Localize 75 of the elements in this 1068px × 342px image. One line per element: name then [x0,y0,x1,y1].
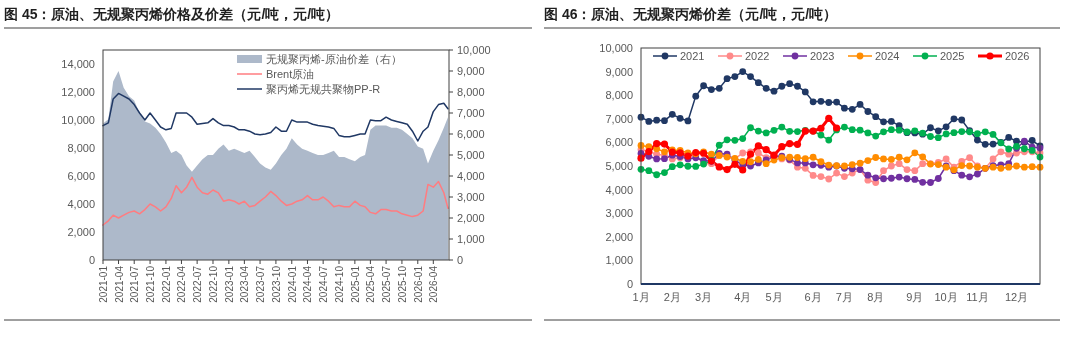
y2-tick-label: 2,000 [457,212,485,224]
legend-label: 2023 [810,50,835,62]
x-tick-label: 2022-10 [207,265,219,303]
x-tick-label: 2026-04 [428,265,440,303]
y2-tick-label: 3,000 [457,191,485,203]
y-tick-label: 0 [626,278,633,290]
chart-title: 图 46：原油、无规聚丙烯价差（元/吨，元/吨） [544,6,838,22]
x-tick-label: 11月 [966,291,989,303]
x-tick-label: 2021-04 [113,265,125,303]
x-tick-label: 8月 [867,291,885,303]
x-tick-label: 4月 [734,291,752,303]
y2-tick-label: 6,000 [457,128,485,140]
y2-tick-label: 8,000 [457,86,485,98]
x-tick-label: 2月 [663,291,681,303]
legend-label: 2026 [1005,50,1030,62]
y-tick-label: 8,000 [67,142,95,154]
x-tick-label: 10月 [934,291,958,303]
x-tick-label: 2022-07 [192,265,204,303]
y2-tick-label: 5,000 [457,149,485,161]
y2-tick-label: 0 [457,254,464,266]
x-tick-label: 2024-10 [334,265,346,303]
y-tick-label: 2,000 [605,230,633,243]
legend-label: 2024 [875,50,900,62]
y-tick-label: 4,000 [605,183,633,196]
x-tick-label: 2023-01 [223,265,235,303]
y-tick-label: 12,000 [61,86,95,98]
x-tick-label: 2025-04 [365,265,377,303]
y2-tick-label: 10,000 [457,44,491,56]
x-tick-label: 2024-01 [286,265,298,303]
x-tick-label: 2023-04 [239,265,251,303]
legend-label: 2022 [745,50,770,62]
x-tick-label: 2021-01 [98,265,109,303]
y2-tick-label: 9,000 [457,65,485,77]
y-tick-label: 6,000 [67,170,95,182]
x-tick-label: 6月 [804,291,822,303]
y-tick-label: 9,000 [605,65,633,78]
x-tick-label: 2023-10 [270,265,282,303]
y2-tick-label: 1,000 [457,233,485,245]
x-tick-label: 5月 [765,291,783,303]
x-tick-label: 2024-07 [318,265,330,303]
legend-label: 2021 [680,50,705,62]
legend-label: 无规聚丙烯-原油价差（右） [266,53,402,65]
x-tick-label: 7月 [835,291,853,303]
x-tick-label: 3月 [695,291,713,303]
x-tick-label: 2022-04 [176,265,188,303]
x-tick-label: 2025-01 [349,265,361,303]
x-tick-label: 12月 [1004,291,1029,303]
y-tick-label: 10,000 [61,114,95,126]
x-tick-label: 2021-10 [145,265,157,303]
y-tick-label: 0 [88,254,95,266]
y-tick-label: 4,000 [67,198,95,210]
y-tick-label: 8,000 [605,89,633,102]
x-tick-label: 1月 [632,291,650,303]
x-tick-label: 2021-07 [129,265,141,303]
x-tick-label: 2023-07 [255,265,267,303]
y-tick-label: 3,000 [605,207,633,220]
x-tick-label: 2025-10 [396,265,408,303]
y2-tick-label: 7,000 [457,107,485,119]
y-tick-label: 7,000 [605,112,633,125]
chart-title: 图 45：原油、无规聚丙烯价格及价差（元/吨，元/吨） [4,6,340,22]
y-tick-label: 10,000 [599,42,633,54]
y-tick-label: 1,000 [605,254,633,267]
y-tick-label: 6,000 [605,136,633,149]
x-tick-label: 2022-01 [160,265,172,303]
x-tick-label: 2025-07 [381,265,393,303]
legend-label: 聚丙烯无规共聚物PP-R [266,83,381,95]
legend-label: Brent原油 [266,68,315,80]
y-tick-label: 5,000 [605,160,633,172]
x-tick-label: 2026-01 [412,265,424,303]
y2-tick-label: 4,000 [457,170,485,182]
y-tick-label: 2,000 [67,226,95,238]
x-tick-label: 9月 [906,291,924,303]
x-tick-label: 2024-04 [302,265,314,303]
y-tick-label: 14,000 [61,58,95,70]
legend-label: 2025 [940,50,965,62]
